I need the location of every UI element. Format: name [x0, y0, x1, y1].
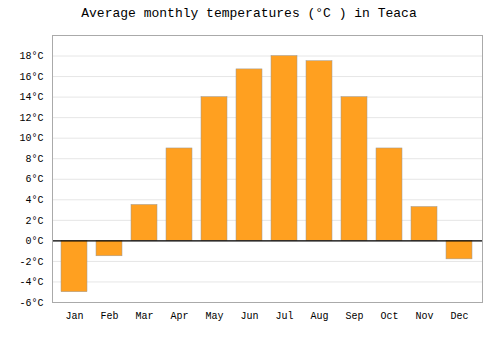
svg-text:18°C: 18°C [19, 51, 43, 62]
svg-text:Feb: Feb [100, 311, 118, 322]
html-text:Average monthly temperatures (: Average monthly temperatures (°C ) in Te… [81, 6, 417, 21]
svg-text:6°C: 6°C [25, 174, 43, 185]
svg-text:2°C: 2°C [25, 216, 43, 227]
svg-text:Sep: Sep [345, 311, 363, 322]
svg-text:Nov: Nov [415, 311, 433, 322]
svg-text:May: May [205, 311, 223, 322]
svg-text:Dec: Dec [450, 311, 468, 322]
svg-text:0°C: 0°C [25, 236, 43, 247]
svg-text:Jan: Jan [65, 311, 83, 322]
svg-text:-4°C: -4°C [19, 277, 43, 288]
svg-text:14°C: 14°C [19, 92, 43, 103]
svg-text:Oct: Oct [380, 311, 398, 322]
svg-text:-2°C: -2°C [19, 257, 43, 268]
svg-text:12°C: 12°C [19, 113, 43, 124]
svg-text:Aug: Aug [310, 311, 328, 322]
svg-text:Mar: Mar [135, 311, 153, 322]
svg-text:Jul: Jul [275, 311, 293, 322]
svg-text:10°C: 10°C [19, 133, 43, 144]
svg-text:16°C: 16°C [19, 72, 43, 83]
svg-text:8°C: 8°C [25, 154, 43, 165]
svg-text:4°C: 4°C [25, 195, 43, 206]
svg-text:Apr: Apr [170, 311, 188, 322]
svg-text:Jun: Jun [240, 311, 258, 322]
svg-text:-6°C: -6°C [19, 298, 43, 309]
